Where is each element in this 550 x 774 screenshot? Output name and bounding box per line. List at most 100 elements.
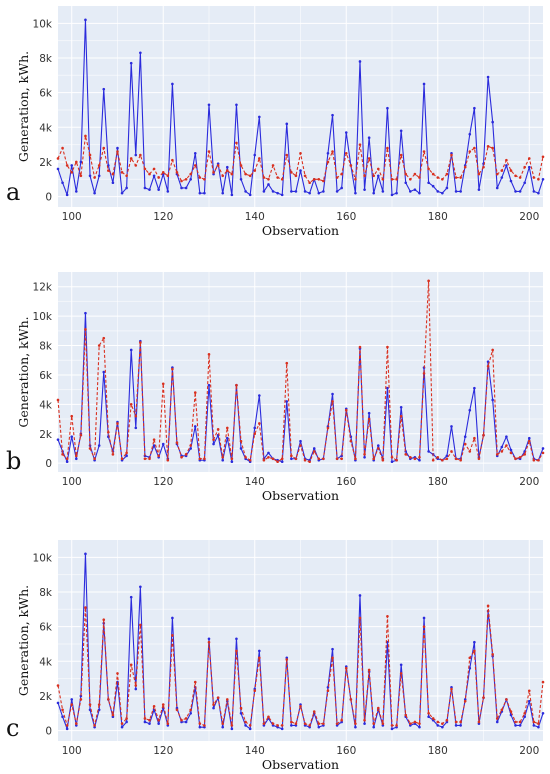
point-solid xyxy=(418,458,421,462)
point-dashed xyxy=(102,618,106,622)
point-dashed xyxy=(331,656,334,660)
point-dashed xyxy=(157,454,160,458)
point-solid xyxy=(505,435,508,439)
point-solid xyxy=(134,687,138,691)
point-dashed xyxy=(459,458,462,462)
point-dashed xyxy=(486,364,490,368)
point-solid xyxy=(413,188,417,191)
y-tick-label: 8k xyxy=(39,341,53,353)
point-solid xyxy=(239,711,243,715)
point-solid xyxy=(171,616,174,620)
point-solid xyxy=(418,191,421,195)
point-dashed xyxy=(395,177,398,181)
point-dashed xyxy=(116,672,119,675)
point-dashed xyxy=(344,408,348,412)
point-dashed xyxy=(367,417,371,421)
point-solid xyxy=(276,191,279,195)
point-dashed xyxy=(56,398,60,402)
point-dashed xyxy=(386,614,389,618)
point-dashed xyxy=(161,382,165,386)
point-dashed xyxy=(500,169,504,172)
point-dashed xyxy=(413,720,417,724)
point-solid xyxy=(527,165,531,169)
point-solid xyxy=(495,186,499,190)
point-dashed xyxy=(422,372,426,375)
point-solid xyxy=(532,724,536,727)
point-solid xyxy=(372,191,376,195)
point-dashed xyxy=(537,177,540,181)
point-dashed xyxy=(198,457,202,461)
point-solid xyxy=(358,594,362,597)
point-solid xyxy=(473,640,476,644)
point-dashed xyxy=(79,698,83,701)
point-solid xyxy=(390,727,394,731)
point-dashed xyxy=(468,450,472,453)
point-dashed xyxy=(294,722,298,725)
point-dashed xyxy=(120,171,124,174)
point-solid xyxy=(125,720,128,724)
point-dashed xyxy=(143,717,147,720)
point-dashed xyxy=(253,689,257,693)
point-solid xyxy=(203,191,206,195)
point-dashed xyxy=(203,457,206,461)
point-dashed xyxy=(56,684,60,687)
point-dashed xyxy=(331,400,334,403)
panel-c: 0 2k 4k 6k 8k 10k 100 120 140 160 180 200 Observat… xyxy=(6,540,545,772)
point-dashed xyxy=(285,153,289,157)
point-solid xyxy=(152,444,156,447)
x-tick-label: 160 xyxy=(336,745,356,757)
point-dashed xyxy=(262,458,266,462)
point-dashed xyxy=(93,724,96,727)
point-dashed xyxy=(335,457,339,461)
point-solid xyxy=(463,435,467,439)
point-dashed xyxy=(175,708,179,712)
point-solid xyxy=(280,193,284,197)
point-solid xyxy=(207,103,211,107)
point-dashed xyxy=(505,698,508,701)
point-solid xyxy=(326,151,330,155)
point-dashed xyxy=(376,167,380,171)
point-dashed xyxy=(459,720,462,724)
point-dashed xyxy=(143,457,147,461)
point-dashed xyxy=(376,447,380,450)
point-dashed xyxy=(331,150,334,153)
point-dashed xyxy=(244,455,247,459)
point-dashed xyxy=(125,451,128,455)
point-solid xyxy=(427,715,430,719)
point-dashed xyxy=(111,713,115,717)
point-dashed xyxy=(166,722,170,725)
point-dashed xyxy=(129,157,133,160)
point-solid xyxy=(285,400,289,403)
point-dashed xyxy=(212,171,215,174)
point-dashed xyxy=(70,171,74,174)
point-solid xyxy=(244,190,247,193)
point-dashed xyxy=(418,455,421,459)
point-solid xyxy=(148,188,151,191)
point-dashed xyxy=(88,153,92,157)
point-solid xyxy=(139,585,142,589)
point-dashed xyxy=(79,433,83,437)
point-solid xyxy=(253,153,257,157)
panel-a: 0 2k 4k 6k 8k 10k 100 120 140 160 180 200 Observat… xyxy=(6,6,545,238)
x-tick-label: 120 xyxy=(153,476,173,488)
point-solid xyxy=(152,174,156,178)
point-solid xyxy=(56,701,60,705)
point-solid xyxy=(473,106,476,110)
point-dashed xyxy=(340,457,343,461)
point-dashed xyxy=(312,177,316,181)
y-tick-label: 8k xyxy=(39,53,53,65)
point-dashed xyxy=(235,383,238,387)
series-b xyxy=(56,279,545,464)
x-tick-label: 120 xyxy=(153,211,173,223)
point-solid xyxy=(84,552,87,556)
point-dashed xyxy=(450,450,453,453)
point-dashed xyxy=(303,174,307,178)
point-dashed xyxy=(180,718,183,722)
point-solid xyxy=(445,454,449,458)
point-dashed xyxy=(441,458,444,462)
point-solid xyxy=(120,191,124,195)
point-dashed xyxy=(125,174,128,178)
point-solid xyxy=(97,444,101,447)
point-dashed xyxy=(335,722,339,725)
